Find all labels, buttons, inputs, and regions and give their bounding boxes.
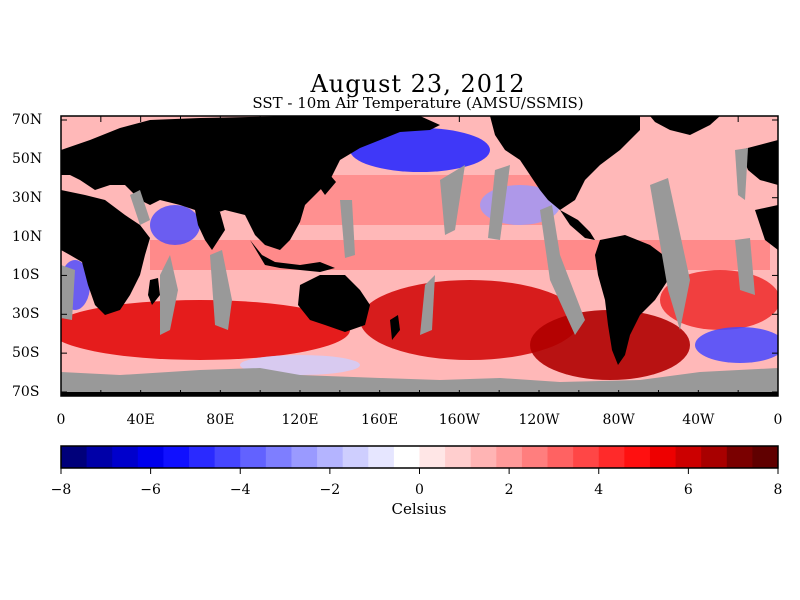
lon-ticks (60, 116, 779, 396)
lat-label: 30S (12, 306, 40, 323)
lon-label: 160E (361, 412, 399, 428)
land-central-america (560, 210, 595, 240)
swath-gap-2 (210, 250, 232, 330)
swath-gap-12 (130, 190, 150, 225)
land-north-america (490, 116, 640, 210)
colorbar-swatch (214, 446, 241, 468)
lon-label: 40E (126, 412, 155, 428)
swath-gap-9 (735, 148, 748, 200)
lat-label: 30N (12, 189, 43, 206)
colorbar-swatch (675, 446, 702, 468)
lat-label: 10N (12, 228, 43, 245)
colorbar-swatch (317, 446, 344, 468)
colorbar-swatch (189, 446, 216, 468)
colorbar-swatch (342, 446, 369, 468)
colorbar-tick-label: −2 (319, 482, 341, 498)
colorbar-swatch (726, 446, 753, 468)
swath-gap-6 (420, 275, 435, 335)
land-new-zealand (390, 315, 400, 340)
lon-label: 0 (773, 412, 783, 428)
colorbar-swatch (393, 446, 420, 468)
lat-label: 70N (12, 112, 43, 128)
cold-anomaly-indian (150, 205, 200, 245)
land-europe (740, 140, 778, 185)
land-indonesia (250, 240, 335, 272)
swath-gap-11 (61, 265, 75, 320)
no-data-antarctic-ice (61, 368, 778, 392)
cold-anomaly-bering (350, 128, 490, 172)
colorbar-swatch (752, 446, 779, 468)
land-west-africa (755, 205, 778, 250)
colorbar-swatch (573, 446, 600, 468)
swath-gap-3 (440, 165, 465, 235)
colorbar-swatch (368, 446, 395, 468)
colorbar-swatch (291, 446, 318, 468)
land-eurasia (61, 116, 440, 250)
colorbar-tick-label: −8 (50, 482, 72, 498)
lat-label: 10S (12, 267, 40, 284)
colorbar-swatch (701, 446, 728, 468)
lon-label: 120E (281, 412, 319, 428)
swath-gap-4 (488, 165, 510, 240)
colorbar-tick-label: 6 (683, 482, 693, 498)
colorbar-swatch (61, 446, 88, 468)
swath-gap-5 (540, 205, 585, 335)
colorbar-swatch (496, 446, 523, 468)
colorbar-swatch (521, 446, 549, 468)
colorbar-swatch (649, 446, 677, 468)
land-south-america (595, 235, 670, 365)
land-africa (61, 190, 150, 315)
lon-label: 120W (518, 412, 560, 428)
colorbar-swatch (265, 446, 292, 468)
colorbar-tick-label: 8 (773, 482, 783, 498)
lat-label: 50N (12, 150, 43, 167)
colorbar-swatch (419, 446, 446, 468)
colorbar-swatch (598, 446, 625, 468)
lon-label: 80W (602, 412, 635, 428)
map-title: August 23, 2012 (310, 70, 526, 98)
colorbar-swatch (240, 446, 267, 468)
colorbar-swatch (112, 446, 139, 468)
lat-label: 70S (12, 384, 40, 400)
swath-gap-1 (160, 255, 178, 335)
lon-label: 80E (206, 412, 235, 428)
colorbar (61, 446, 779, 468)
warm-anomaly-south-indian (61, 300, 350, 360)
cold-anomaly-south-atlantic (695, 327, 778, 363)
lat-label: 50S (12, 345, 40, 362)
land-australia (298, 275, 370, 332)
colorbar-swatch (624, 446, 651, 468)
warm-anomaly-south-atlantic (530, 310, 690, 380)
colorbar-swatch (163, 446, 190, 468)
swath-gap-8 (650, 178, 690, 330)
colorbar-swatch (86, 446, 113, 468)
lat-ticks (61, 119, 778, 393)
warm-anomaly-south-pacific (360, 280, 580, 360)
land-madagascar (148, 278, 160, 305)
no-data (61, 148, 778, 392)
colorbar-ticks (60, 468, 779, 474)
land (61, 116, 778, 396)
colorbar-swatch (470, 446, 497, 468)
swath-gap-7 (340, 200, 355, 258)
lon-label: 0 (56, 412, 66, 428)
colorbar-swatch (445, 446, 472, 468)
colorbar-tick-label: −4 (229, 482, 251, 498)
colorbar-swatch (547, 446, 574, 468)
colorbar-tick-label: −6 (140, 482, 161, 498)
colorbar-swatch (137, 446, 164, 468)
swath-gap-10 (735, 238, 755, 295)
land-india (195, 210, 225, 250)
map-subtitle: SST - 10m Air Temperature (AMSU/SSMIS) (252, 94, 584, 112)
colorbar-tick-label: 4 (594, 482, 604, 498)
colorbar-tick-label: 2 (504, 482, 514, 498)
lon-label: 160W (438, 412, 480, 428)
land-japan (318, 175, 336, 195)
land-greenland (650, 116, 720, 135)
colorbar-unit: Celsius (391, 500, 447, 518)
lon-label: 40W (682, 412, 715, 428)
colorbar-tick-label: 0 (415, 482, 424, 498)
